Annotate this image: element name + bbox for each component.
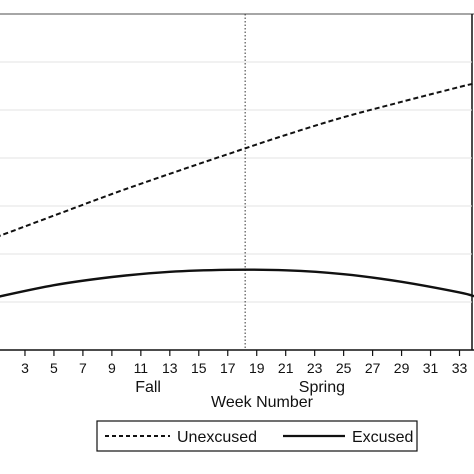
x-axis: 13579111315171921232527293133FallSpring (0, 349, 474, 396)
x-tick-label: 5 (50, 360, 58, 376)
x-tick-label: 17 (220, 360, 236, 376)
x-tick-label: 25 (336, 360, 352, 376)
x-tick-label: 11 (134, 360, 149, 376)
x-tick-label: 27 (365, 360, 381, 376)
x-tick-label: 31 (423, 360, 439, 376)
x-tick-label: 33 (452, 360, 468, 376)
x-axis-title: Week Number (211, 394, 314, 411)
x-tick-label: 13 (162, 360, 178, 376)
x-tick-label: 7 (79, 360, 87, 376)
gridlines (0, 61, 472, 303)
x-tick-label: 21 (278, 360, 294, 376)
legend: Unexcused Excused (96, 420, 418, 452)
legend-label-unexcused: Unexcused (177, 429, 257, 446)
x-tick-label: 29 (394, 360, 410, 376)
x-tick-label: 9 (108, 360, 116, 376)
x-tick-label: 15 (191, 360, 207, 376)
x-tick-label: 3 (21, 360, 29, 376)
series-layer (0, 82, 474, 298)
x-tick-label: 23 (307, 360, 323, 376)
series-line-excused (0, 268, 474, 298)
section-label-spring: Spring (299, 379, 345, 396)
series-line-unexcused (0, 82, 474, 237)
x-tick-label: 19 (249, 360, 265, 376)
legend-label-excused: Excused (352, 429, 413, 446)
section-label-fall: Fall (135, 379, 161, 396)
plot-frame (0, 13, 474, 350)
